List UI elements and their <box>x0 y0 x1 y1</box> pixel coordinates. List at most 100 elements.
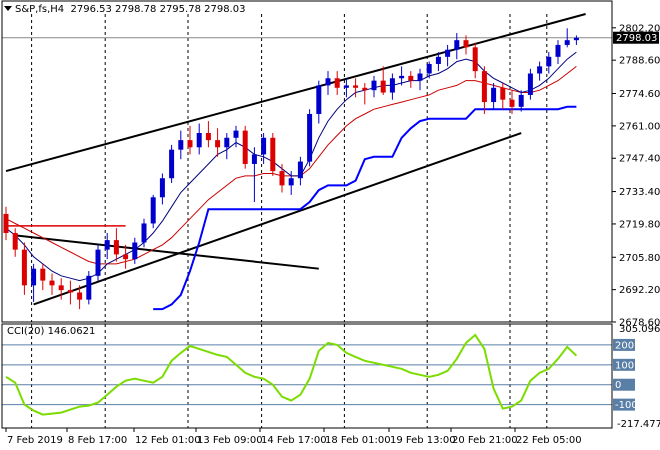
candle-body <box>113 240 119 255</box>
candle-body <box>573 37 579 41</box>
candle-body <box>95 249 101 276</box>
candle-body <box>178 140 184 150</box>
candle-body <box>3 213 9 233</box>
candle-body <box>49 280 55 286</box>
cci-level-label: 200 <box>615 340 634 351</box>
candle-body <box>491 87 497 103</box>
candle-body <box>187 140 193 148</box>
candle-body <box>150 197 156 224</box>
candle-body <box>169 149 175 179</box>
price-tick-label: 2774.60 <box>619 89 660 100</box>
candle-body <box>426 63 432 74</box>
candle-body <box>233 130 239 138</box>
candle-body <box>343 85 349 88</box>
candle-body <box>307 113 313 162</box>
stop-line <box>153 105 577 311</box>
current-price-badge <box>613 31 659 44</box>
trendline[interactable] <box>5 13 586 173</box>
candle-body <box>408 75 414 81</box>
candle-body <box>58 285 64 291</box>
chart-header: S&P,fs,H4 2796.53 2798.78 2795.78 2798.0… <box>4 4 245 15</box>
candle-body <box>31 268 37 286</box>
time-tick-label: 12 Feb 01:00 <box>135 435 201 446</box>
candle-body <box>417 73 423 81</box>
candle-body <box>546 56 552 67</box>
candle-body <box>380 80 386 93</box>
candle-body <box>251 154 257 164</box>
panel-frames <box>1 0 613 429</box>
candle-body <box>242 130 248 164</box>
candle-body <box>12 232 18 250</box>
price-tick-label: 2692.20 <box>619 285 660 296</box>
price-tick-label: 2733.40 <box>619 187 660 198</box>
price-tick-label: 2761.00 <box>619 121 660 132</box>
cci-level-label: -100 <box>615 400 638 411</box>
cci-axis-bottom: -217.4775 <box>617 419 660 430</box>
candle-body <box>325 78 331 86</box>
candle-body <box>86 275 92 300</box>
candle-body <box>371 80 377 91</box>
cci-level-label: 100 <box>615 360 634 371</box>
price-tick-label: 2788.60 <box>619 56 660 67</box>
time-tick-label: 14 Feb 17:00 <box>261 435 327 446</box>
ohlc-readout: 2796.53 2798.78 2795.78 2798.03 <box>70 4 246 15</box>
time-tick-label: 8 Feb 17:00 <box>68 435 127 446</box>
candle-body <box>389 78 395 93</box>
time-tick-label: 7 Feb 2019 <box>7 435 63 446</box>
candle-body <box>353 85 359 88</box>
candle-body <box>40 268 46 281</box>
cci-level-badge <box>613 358 635 371</box>
candle-body <box>297 161 303 179</box>
time-tick-label: 13 Feb 09:00 <box>197 435 263 446</box>
candle-body <box>159 178 165 198</box>
current-price-label: 2798.03 <box>616 33 657 44</box>
price-tick-label: 2802.20 <box>619 23 660 34</box>
candle-body <box>224 137 230 148</box>
candle-body <box>215 140 221 148</box>
cci-line <box>5 333 578 416</box>
candle-body <box>288 178 294 186</box>
price-tick-label: 2719.80 <box>619 219 660 230</box>
price-tick-label: 2678.60 <box>619 318 660 329</box>
axes: 2802.20 2788.60 2774.60 2761.00 2747.40 2733.… <box>5 23 660 446</box>
trendline[interactable] <box>15 234 319 270</box>
candle-body <box>334 78 340 88</box>
candle-body <box>77 292 83 300</box>
cci-axis-top: 305.0968 <box>619 324 660 335</box>
cci-level-badge <box>613 398 635 411</box>
ma-slow-line <box>5 66 577 265</box>
candle-body <box>21 249 27 286</box>
candle-body <box>270 137 276 172</box>
candle-body <box>472 47 478 72</box>
cci-plot <box>2 324 612 428</box>
cci-level-badge <box>613 338 635 351</box>
candle-body <box>141 223 147 243</box>
candle-body <box>399 75 405 79</box>
candle-body <box>261 137 267 155</box>
candle-body <box>123 254 129 260</box>
candle-body <box>132 242 138 260</box>
candle-body <box>500 87 506 100</box>
candle-body <box>435 56 441 64</box>
trendline[interactable] <box>33 132 522 306</box>
candle-body <box>537 66 543 74</box>
candle-body <box>527 73 533 95</box>
candle-body <box>67 290 73 293</box>
cci-panel-frame <box>1 323 613 429</box>
price-tick-label: 2705.80 <box>619 253 660 264</box>
candle-body <box>481 71 487 103</box>
candle-body <box>104 240 110 250</box>
ma-fast-line <box>5 51 577 282</box>
candle-body <box>205 133 211 141</box>
chart-menu-triangle-icon[interactable] <box>4 6 12 11</box>
candle-body <box>445 49 451 57</box>
candle-body <box>518 94 524 107</box>
candle-body <box>564 40 570 45</box>
time-tick-label: 19 Feb 13:00 <box>390 435 456 446</box>
time-tick-label: 20 Feb 21:00 <box>452 435 518 446</box>
price-plot <box>2 13 612 322</box>
symbol-label: S&P,fs,H4 <box>15 4 65 15</box>
cci-level-label: 0 <box>615 380 621 391</box>
time-tick-label: 22 Feb 05:00 <box>516 435 582 446</box>
